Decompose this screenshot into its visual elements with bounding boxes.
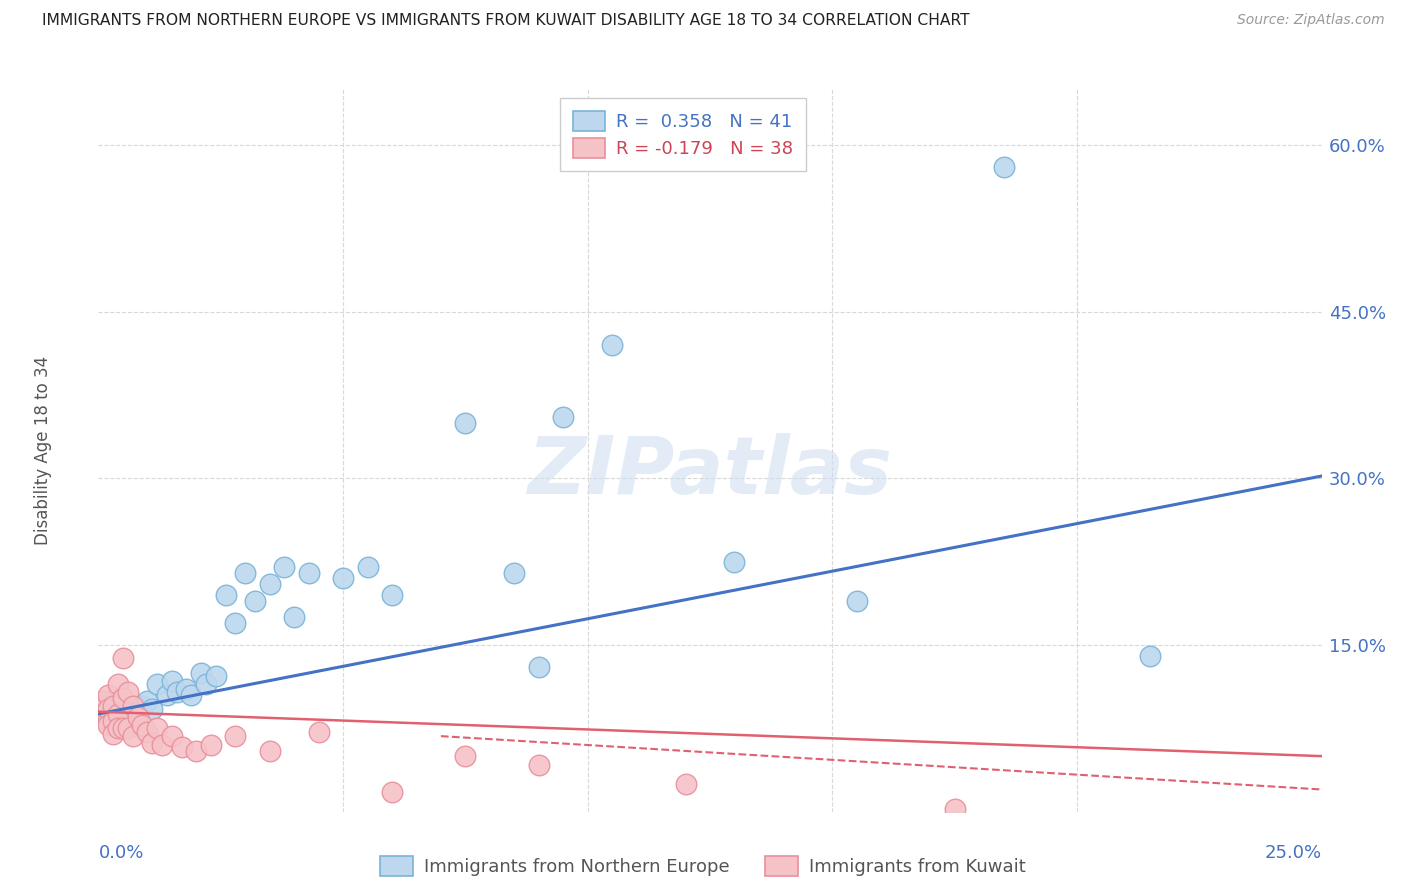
Point	[111, 702, 134, 716]
Point	[381, 588, 404, 602]
Point	[166, 684, 188, 698]
Point	[233, 566, 256, 580]
Point	[381, 785, 404, 799]
Point	[454, 416, 477, 430]
Legend: Immigrants from Northern Europe, Immigrants from Kuwait: Immigrants from Northern Europe, Immigra…	[373, 848, 1033, 883]
Point	[121, 729, 143, 743]
Text: Disability Age 18 to 34: Disability Age 18 to 34	[34, 356, 52, 545]
Point	[111, 691, 134, 706]
Point	[186, 743, 208, 757]
Point	[131, 699, 153, 714]
Point	[993, 160, 1015, 174]
Point	[527, 660, 550, 674]
Point	[600, 338, 623, 352]
Point	[180, 688, 202, 702]
Point	[190, 665, 212, 680]
Point	[121, 699, 143, 714]
Point	[97, 693, 120, 707]
Point	[150, 738, 173, 752]
Point	[117, 706, 139, 721]
Point	[146, 722, 169, 736]
Legend: R =  0.358   N = 41, R = -0.179   N = 38: R = 0.358 N = 41, R = -0.179 N = 38	[560, 98, 806, 170]
Point	[1139, 649, 1161, 664]
Point	[107, 706, 129, 721]
Point	[224, 729, 246, 743]
Text: IMMIGRANTS FROM NORTHERN EUROPE VS IMMIGRANTS FROM KUWAIT DISABILITY AGE 18 TO 3: IMMIGRANTS FROM NORTHERN EUROPE VS IMMIG…	[42, 13, 970, 29]
Point	[298, 566, 321, 580]
Point	[91, 706, 114, 721]
Point	[845, 593, 868, 607]
Point	[141, 702, 163, 716]
Point	[127, 705, 149, 719]
Point	[91, 693, 114, 707]
Point	[107, 699, 129, 714]
Point	[97, 718, 120, 732]
Point	[117, 684, 139, 698]
Point	[127, 710, 149, 724]
Point	[723, 555, 745, 569]
Point	[117, 722, 139, 736]
Point	[101, 710, 124, 724]
Point	[121, 710, 143, 724]
Point	[527, 758, 550, 772]
Point	[503, 566, 526, 580]
Text: 25.0%: 25.0%	[1264, 844, 1322, 863]
Point	[283, 610, 305, 624]
Point	[176, 682, 198, 697]
Point	[111, 722, 134, 736]
Point	[131, 718, 153, 732]
Point	[111, 651, 134, 665]
Point	[97, 688, 120, 702]
Point	[273, 560, 295, 574]
Point	[308, 724, 330, 739]
Point	[356, 560, 378, 574]
Point	[214, 588, 236, 602]
Point	[160, 673, 183, 688]
Point	[97, 702, 120, 716]
Point	[107, 722, 129, 736]
Point	[101, 727, 124, 741]
Point	[224, 615, 246, 630]
Point	[91, 699, 114, 714]
Point	[259, 743, 281, 757]
Point	[97, 714, 120, 728]
Point	[454, 749, 477, 764]
Point	[101, 699, 124, 714]
Point	[195, 677, 218, 691]
Point	[141, 736, 163, 750]
Point	[107, 677, 129, 691]
Point	[156, 688, 179, 702]
Point	[160, 729, 183, 743]
Point	[200, 738, 222, 752]
Point	[136, 693, 159, 707]
Point	[675, 777, 697, 791]
Text: ZIPatlas: ZIPatlas	[527, 434, 893, 511]
Point	[553, 410, 575, 425]
Point	[170, 740, 193, 755]
Point	[101, 714, 124, 728]
Point	[136, 724, 159, 739]
Point	[101, 705, 124, 719]
Point	[943, 803, 966, 817]
Point	[91, 699, 114, 714]
Text: Source: ZipAtlas.com: Source: ZipAtlas.com	[1237, 13, 1385, 28]
Text: 0.0%: 0.0%	[98, 844, 143, 863]
Point	[332, 571, 354, 585]
Point	[205, 669, 228, 683]
Point	[259, 577, 281, 591]
Point	[243, 593, 266, 607]
Point	[146, 677, 169, 691]
